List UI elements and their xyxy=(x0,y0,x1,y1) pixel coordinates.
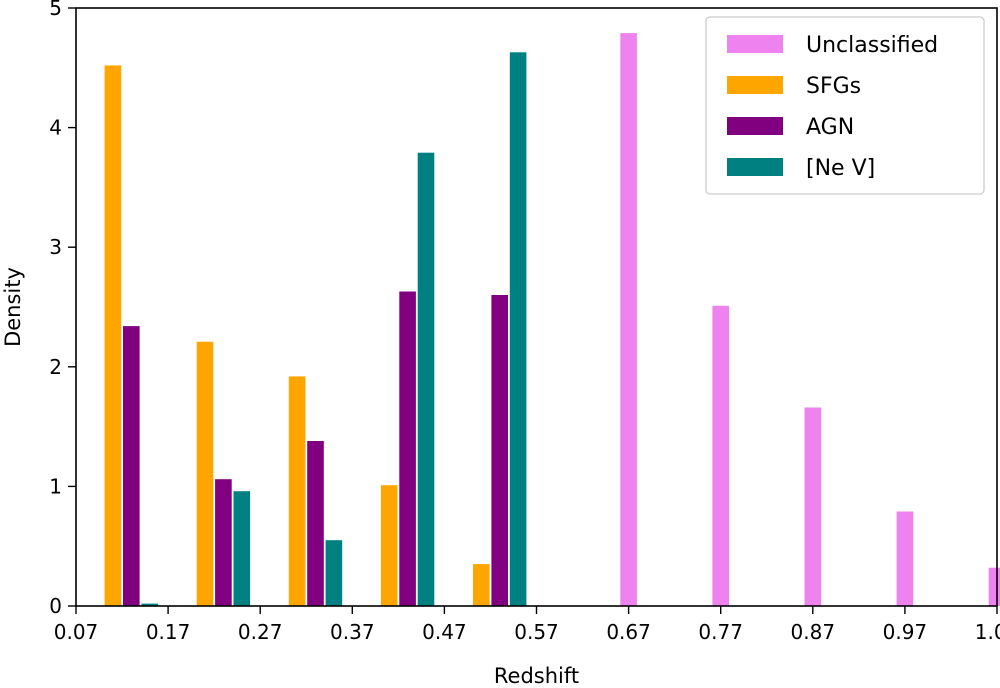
x-tick-label: 0.47 xyxy=(422,620,467,644)
legend-box xyxy=(705,16,985,195)
x-axis: 0.07 0.17 0.27 0.37 0.47 0.57 0.67 0.77 0.87 0.97… xyxy=(54,606,1000,644)
bar-sfgs-0 xyxy=(104,65,122,606)
bar-sfgs-4 xyxy=(473,564,490,606)
y-tick-label: 0 xyxy=(49,594,62,618)
bar--ne-v--0 xyxy=(141,603,158,606)
bar--ne-v--2 xyxy=(325,540,343,606)
x-tick-label: 0.07 xyxy=(54,620,99,644)
bar-unclassified-9 xyxy=(988,567,1000,606)
y-tick-label: 1 xyxy=(49,474,62,498)
bar-unclassified-7 xyxy=(804,407,822,606)
y-tick-label: 5 xyxy=(49,0,62,20)
bar-agn-3 xyxy=(399,291,416,606)
legend-label: [Ne V] xyxy=(806,156,875,181)
bars-layer xyxy=(104,33,1000,607)
y-tick-label: 4 xyxy=(49,116,62,140)
bar-agn-1 xyxy=(215,479,232,606)
legend-swatch xyxy=(727,35,783,53)
bar-agn-4 xyxy=(491,295,508,606)
legend: Unclassified SFGs AGN [Ne V] xyxy=(705,16,985,195)
x-tick-label: 0.87 xyxy=(791,620,836,644)
legend-swatch xyxy=(727,117,783,135)
x-tick-label: 0.27 xyxy=(238,620,283,644)
legend-label: Unclassified xyxy=(806,33,938,58)
legend-label: AGN xyxy=(806,115,854,140)
y-axis-title: Density xyxy=(1,267,25,347)
x-tick-label: 0.57 xyxy=(514,620,559,644)
bar-sfgs-2 xyxy=(288,376,306,606)
x-tick-label: 0.17 xyxy=(146,620,191,644)
x-axis-title: Redshift xyxy=(494,664,579,688)
x-tick-label: 0.97 xyxy=(883,620,928,644)
bar--ne-v--4 xyxy=(509,52,527,607)
x-tick-label: 0.37 xyxy=(330,620,375,644)
bar-unclassified-5 xyxy=(620,33,637,607)
y-tick-label: 3 xyxy=(49,235,62,259)
y-axis: 0 1 2 3 4 5 xyxy=(49,0,76,618)
x-tick-label: 0.67 xyxy=(606,620,651,644)
bar--ne-v--3 xyxy=(417,152,435,606)
bar--ne-v--1 xyxy=(233,491,251,606)
bar-agn-2 xyxy=(307,441,324,606)
legend-swatch xyxy=(727,76,783,94)
bar-agn-0 xyxy=(123,326,140,606)
legend-swatch xyxy=(727,158,783,176)
x-tick-label: 1.07 xyxy=(975,620,1000,644)
bar-unclassified-6 xyxy=(712,305,729,606)
bar-unclassified-8 xyxy=(896,511,914,606)
bar-sfgs-3 xyxy=(380,485,398,606)
x-tick-label: 0.77 xyxy=(698,620,743,644)
bar-sfgs-1 xyxy=(196,341,214,606)
legend-label: SFGs xyxy=(806,74,861,99)
y-tick-label: 2 xyxy=(49,355,62,379)
